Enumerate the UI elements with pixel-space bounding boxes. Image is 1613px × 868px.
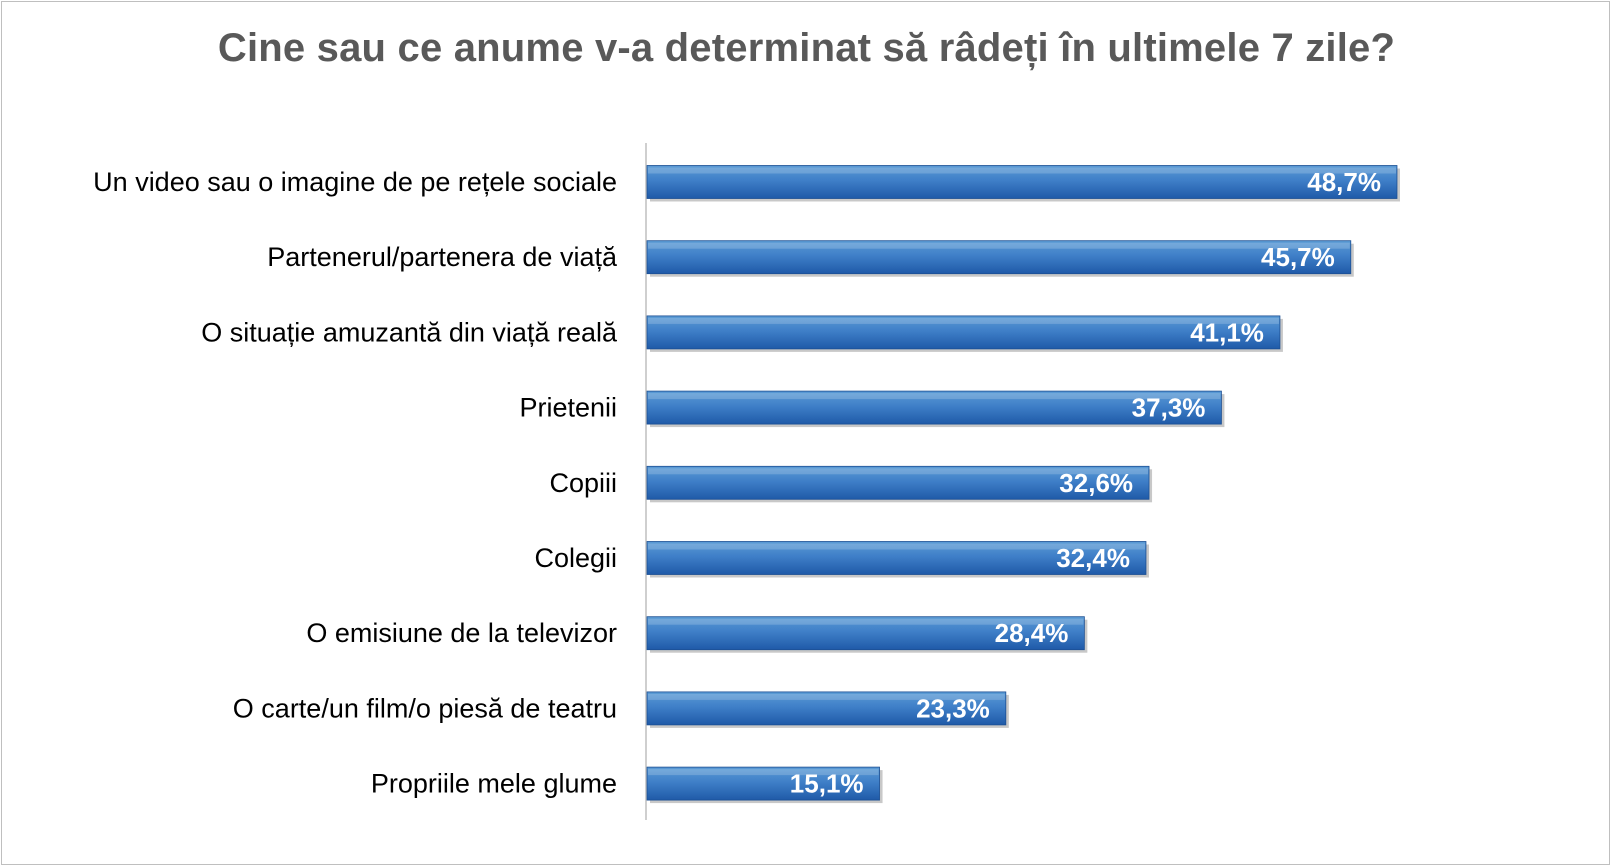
chart-title: Cine sau ce anume v-a determinat să râde… (217, 26, 1396, 70)
bar-highlight (648, 393, 1221, 400)
value-label: 32,6% (1059, 468, 1133, 498)
bar-highlight (648, 242, 1350, 249)
category-label: Prietenii (519, 393, 617, 423)
category-label: Un video sau o imagine de pe rețele soci… (93, 167, 617, 197)
value-label: 48,7% (1307, 167, 1381, 197)
category-label: O emisiune de la televizor (306, 618, 617, 648)
category-label: Partenerul/partenera de viață (267, 242, 618, 272)
bar-2 (646, 240, 1352, 275)
bar-8 (646, 691, 1007, 726)
bar-highlight (648, 543, 1145, 550)
bar-7 (646, 616, 1085, 651)
bar-highlight (648, 693, 1005, 700)
bars-group: Un video sau o imagine de pe rețele soci… (93, 165, 1400, 804)
bar-3 (646, 315, 1281, 350)
value-label: 37,3% (1132, 393, 1206, 423)
bar-highlight (648, 167, 1396, 174)
value-label: 45,7% (1261, 242, 1335, 272)
bar-highlight (648, 317, 1279, 324)
value-label: 23,3% (916, 693, 990, 723)
bar-6 (646, 541, 1147, 575)
bar-4 (646, 390, 1222, 425)
category-label: O carte/un film/o piesă de teatru (233, 693, 617, 723)
bar-9 (646, 766, 880, 801)
value-label: 32,4% (1056, 543, 1130, 573)
category-label: Copiii (549, 468, 617, 498)
value-label: 41,1% (1190, 317, 1264, 347)
bar-highlight (648, 618, 1084, 625)
bar-5 (646, 465, 1150, 500)
category-label: Propriile mele glume (371, 769, 617, 799)
value-label: 28,4% (995, 618, 1069, 648)
bar-highlight (648, 468, 1149, 475)
bar-highlight (648, 769, 879, 776)
bar-1 (646, 165, 1398, 199)
category-label: O situație amuzantă din viață reală (201, 317, 618, 347)
value-label: 15,1% (790, 769, 864, 799)
category-label: Colegii (534, 543, 617, 573)
